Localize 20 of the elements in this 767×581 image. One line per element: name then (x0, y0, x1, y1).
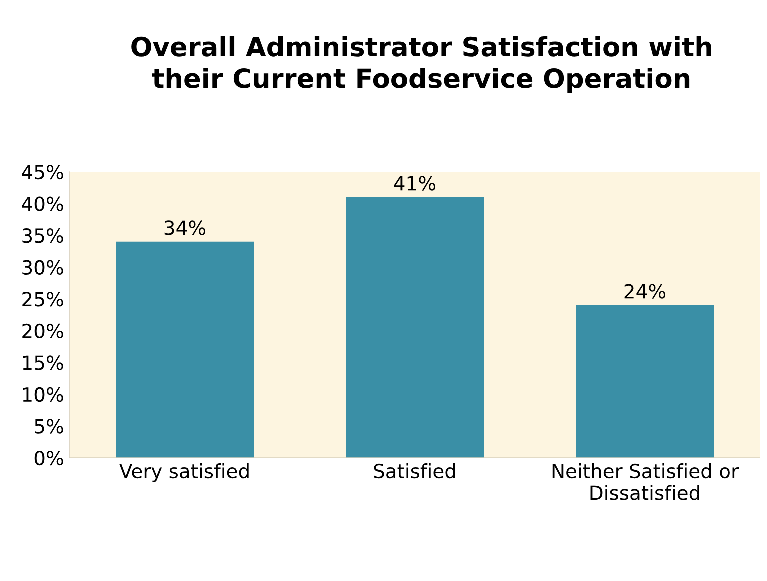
y-tick-label: 20% (22, 324, 64, 339)
x-tick-label: Neither Satisfied or Dissatisfied (552, 464, 740, 500)
bar (346, 197, 484, 458)
data-label: 34% (164, 220, 206, 236)
y-tick-label: 40% (22, 196, 64, 212)
bar (576, 305, 714, 458)
x-tick-label: Very satisfied (120, 464, 249, 482)
data-label: 24% (624, 284, 666, 299)
y-tick-label: 10% (23, 387, 64, 402)
chart-title: Overall Administrator Satisfaction with their Current Foodservice Operation (132, 36, 712, 94)
y-tick-label: 0% (34, 450, 64, 466)
bar (116, 242, 254, 458)
data-label: 41% (394, 176, 436, 191)
y-tick-label: 5% (35, 419, 64, 434)
y-tick-label: 25% (22, 292, 64, 307)
y-tick-label: 30% (22, 260, 64, 275)
y-tick-label: 35% (22, 228, 64, 244)
y-tick-label: 45% (22, 164, 64, 180)
x-tick-label: Satisfied (374, 464, 456, 479)
y-tick-label: 15% (23, 356, 64, 370)
